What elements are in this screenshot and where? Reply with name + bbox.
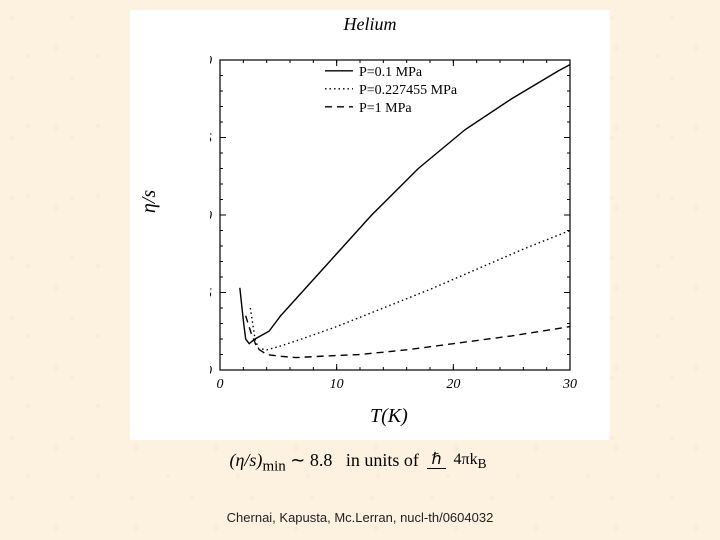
y-axis-label: η/s: [138, 190, 161, 213]
svg-text:10: 10: [330, 377, 344, 390]
chart-panel: Helium η/s T(K) 0 10 20 30 0 5 10 15 20 P=0.1 MPa…: [130, 10, 610, 440]
svg-text:P=1 MPa: P=1 MPa: [359, 101, 412, 116]
svg-text:P=0.227455 MPa: P=0.227455 MPa: [359, 83, 458, 98]
svg-text:0: 0: [210, 364, 212, 379]
svg-text:5: 5: [210, 287, 212, 302]
caption-formula: (η/s)min ∼ 8.8 in units of ℏ 4πkB: [0, 450, 720, 476]
chart-title: Helium: [130, 10, 610, 35]
svg-text:20: 20: [210, 54, 212, 69]
svg-text:20: 20: [446, 377, 460, 390]
svg-text:10: 10: [210, 209, 212, 224]
svg-text:P=0.1 MPa: P=0.1 MPa: [359, 65, 423, 80]
x-axis-label: T(K): [370, 405, 408, 428]
fraction: ℏ 4πkB: [427, 451, 490, 472]
svg-text:15: 15: [210, 132, 212, 147]
svg-text:30: 30: [562, 377, 577, 390]
attribution-text: Chernai, Kapusta, Mc.Lerran, nucl-th/060…: [0, 510, 720, 525]
line-chart: 0 10 20 30 0 5 10 15 20 P=0.1 MPa P=0.227455 MPa P=…: [210, 50, 580, 390]
svg-text:0: 0: [217, 377, 224, 390]
